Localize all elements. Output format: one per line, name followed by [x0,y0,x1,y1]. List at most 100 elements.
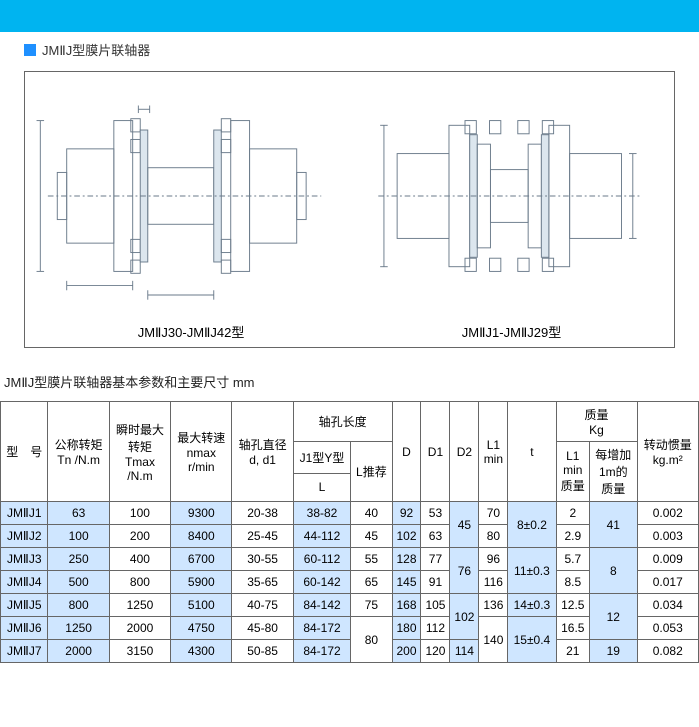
drawing-left [29,76,350,316]
table-cell: 92 [392,502,421,525]
table-cell: 8400 [171,525,232,548]
table-cell: 400 [109,548,170,571]
table-cell: 0.009 [637,548,698,571]
table-cell: 8±0.2 [508,502,556,548]
table-cell: 200 [392,640,421,663]
table-cell: 0.034 [637,594,698,617]
table-cell: 55 [351,548,392,571]
table-cell: 4300 [171,640,232,663]
table-cell: 4750 [171,617,232,640]
table-cell: 1250 [109,594,170,617]
table-cell: 44-112 [293,525,350,548]
table-cell: JMⅡJ1 [1,502,48,525]
table-cell: 91 [421,571,450,594]
table-cell: 114 [450,640,479,663]
blue-square-icon [24,44,36,56]
table-cell: 0.002 [637,502,698,525]
table-cell: 84-172 [293,617,350,640]
table-cell: 63 [421,525,450,548]
table-cell: 2 [556,502,590,525]
table-cell: 70 [479,502,508,525]
table-cell: 40 [351,502,392,525]
caption-left: JMⅡJ30-JMⅡJ42型 [138,322,245,341]
table-cell: 20-38 [232,502,293,525]
hdr-D: D [392,402,421,502]
table-cell: 14±0.3 [508,594,556,617]
table-cell: 21 [556,640,590,663]
table-cell: 12 [590,594,637,640]
table-cell: 168 [392,594,421,617]
table-cell: 65 [351,571,392,594]
table-cell: 35-65 [232,571,293,594]
table-cell: JMⅡJ3 [1,548,48,571]
table-cell: 63 [48,502,109,525]
table-cell: 116 [479,571,508,594]
table-cell: JMⅡJ7 [1,640,48,663]
table-head: 型 号 公称转矩Tn /N.m 瞬时最大转矩Tmax/N.m 最大转速nmaxr… [1,402,699,502]
table-cell: 15±0.4 [508,617,556,663]
table-cell: 45 [351,525,392,548]
table-cell: 180 [392,617,421,640]
table-cell: 2000 [48,640,109,663]
table-cell: 3150 [109,640,170,663]
table-cell: 96 [479,548,508,571]
hdr-t: t [508,402,556,502]
table-cell: 128 [392,548,421,571]
table-cell: 5100 [171,594,232,617]
table-cell: 800 [109,571,170,594]
table-cell: JMⅡJ2 [1,525,48,548]
hdr-J1Y: J1型Y型 [293,442,350,474]
table-cell: 30-55 [232,548,293,571]
table-cell: 76 [450,548,479,594]
table-cell: 145 [392,571,421,594]
table-cell: 8 [590,548,637,594]
table-cell: 112 [421,617,450,640]
table-cell: 9300 [171,502,232,525]
table-cell: 5.7 [556,548,590,571]
table-cell: 25-45 [232,525,293,548]
table-cell: 120 [421,640,450,663]
table-cell: 0.017 [637,571,698,594]
table-cell: 105 [421,594,450,617]
table-cell: 6700 [171,548,232,571]
table-cell: 40-75 [232,594,293,617]
table-cell: 75 [351,594,392,617]
hdr-D1: D1 [421,402,450,502]
table-cell: 84-172 [293,640,350,663]
hdr-mass1m: 每增加1m的质量 [590,442,637,502]
table-cell: 60-142 [293,571,350,594]
section-title: JMⅡJ型膜片联轴器 [42,40,150,59]
table-cell: 19 [590,640,637,663]
hdr-L1min: L1min [479,402,508,502]
hdr-Tmax: 瞬时最大转矩Tmax/N.m [109,402,170,502]
table-cell: 50-85 [232,640,293,663]
table-cell: 41 [590,502,637,548]
table-cell: 0.003 [637,525,698,548]
table-cell: 84-142 [293,594,350,617]
table-cell: 38-82 [293,502,350,525]
table-cell: 136 [479,594,508,617]
table-cell: 60-112 [293,548,350,571]
table-cell: 102 [392,525,421,548]
table-body: JMⅡJ163100930020-3838-8240925345708±0.22… [1,502,699,663]
drawing-right [350,76,671,316]
hdr-L: L [293,473,350,501]
table-cell: 53 [421,502,450,525]
hdr-inertia: 转动惯量kg.m² [637,402,698,502]
section-title-row: JMⅡJ型膜片联轴器 [0,32,699,67]
table-cell: 45 [450,502,479,548]
table-cell: 8.5 [556,571,590,594]
table-cell: JMⅡJ6 [1,617,48,640]
table-cell: 140 [479,617,508,663]
table-cell: 77 [421,548,450,571]
table-cell: 0.053 [637,617,698,640]
hdr-massL1: L1min质量 [556,442,590,502]
table-cell: 100 [109,502,170,525]
table-subtitle: JMⅡJ型膜片联轴器基本参数和主要尺寸 mm [0,356,699,401]
table-cell: 80 [351,617,392,663]
table-cell: 16.5 [556,617,590,640]
table-cell: 500 [48,571,109,594]
hdr-boreLen: 轴孔长度 [293,402,392,442]
topbar [0,0,699,32]
table-cell: 200 [109,525,170,548]
